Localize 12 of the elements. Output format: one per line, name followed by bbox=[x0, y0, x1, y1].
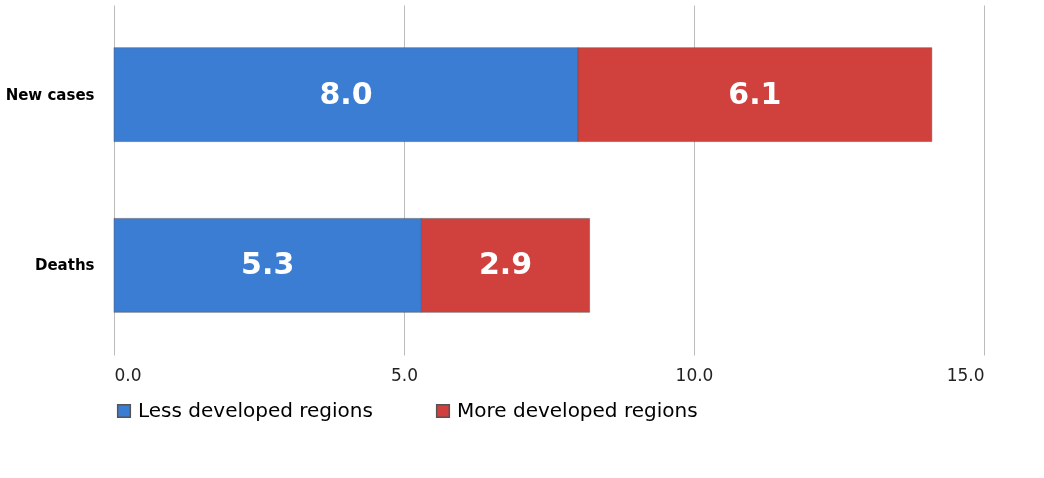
x-tick-label: 10.0 bbox=[675, 364, 714, 385]
x-tick-label: 5.0 bbox=[390, 364, 419, 385]
legend-label: More developed regions bbox=[457, 398, 698, 422]
legend-label: Less developed regions bbox=[138, 398, 373, 422]
y-tick-label: New cases bbox=[5, 85, 95, 104]
data-label: 8.0 bbox=[319, 75, 373, 111]
data-label: 2.9 bbox=[478, 246, 533, 282]
data-label: 5.3 bbox=[241, 246, 295, 282]
x-tick-label: 15.0 bbox=[946, 364, 985, 385]
x-tick-label: 0.0 bbox=[114, 364, 142, 385]
y-tick-label: Deaths bbox=[34, 256, 95, 275]
data-label: 6.1 bbox=[728, 75, 782, 111]
